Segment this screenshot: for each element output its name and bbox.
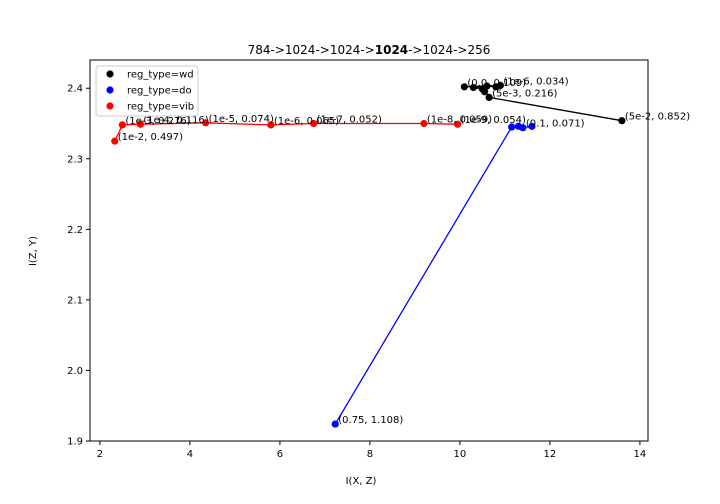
data-point — [483, 82, 491, 90]
point-annotation: (1e-6, 0.034) — [503, 76, 568, 87]
x-tick-label: 14 — [634, 449, 647, 460]
data-point — [460, 83, 468, 91]
legend-box — [95, 65, 199, 117]
data-point — [454, 120, 462, 128]
series-reg-type-wd: (5e-2, 0.852)(5e-3, 0.216)(1e-6, 0.034)(… — [460, 76, 690, 125]
legend-label: reg_type=vib — [127, 102, 194, 113]
x-tick-label: 8 — [367, 449, 373, 460]
chart-title-part: 784->1024->1024-> — [248, 43, 375, 57]
chart-title-part: 1024 — [375, 43, 408, 57]
x-tick-label: 12 — [544, 449, 557, 460]
y-axis: 1.9 2.0 2.1 2.2 2.3 2.4 — [67, 84, 90, 448]
data-point — [528, 122, 536, 130]
data-point — [420, 119, 428, 128]
y-tick-label: 2.3 — [67, 154, 83, 165]
point-annotation: (0.0, 0.109) — [467, 78, 526, 89]
chart-title-part: ->1024->256 — [408, 43, 490, 57]
data-point — [618, 117, 626, 125]
data-point — [111, 137, 119, 145]
y-tick-label: 1.9 — [67, 437, 83, 448]
data-point — [508, 123, 516, 131]
data-point — [118, 121, 126, 129]
point-annotation: (1e-7, 0.052) — [317, 115, 382, 126]
point-annotation: (1e-5, 0.074) — [209, 114, 274, 125]
point-annotation: (5e-3, 0.216) — [492, 88, 557, 99]
legend-label: reg_type=wd — [127, 70, 194, 81]
legend-marker — [106, 102, 114, 110]
point-annotation: (5e-2, 0.852) — [625, 112, 690, 123]
x-tick-label: 6 — [277, 449, 283, 460]
x-tick-label: 4 — [187, 449, 193, 460]
data-point — [136, 120, 144, 128]
point-annotation: (0.1, 0.071) — [526, 119, 585, 130]
plot-content: (5e-2, 0.852)(5e-3, 0.216)(1e-6, 0.034)(… — [111, 76, 690, 428]
y-tick-label: 2.2 — [67, 225, 83, 236]
data-point — [519, 124, 527, 132]
data-point — [267, 121, 275, 129]
legend-marker — [106, 86, 114, 94]
x-axis: 2 4 6 8 10 12 14 — [97, 441, 647, 460]
data-point — [202, 119, 210, 127]
x-tick-label: 10 — [454, 449, 467, 460]
series-reg-type-vib: (1e-2, 0.497)(1e-3, 0.276)(1e-4, 0.116)(… — [111, 114, 526, 145]
series-reg-type-do: (0.75, 1.108) (0.1, 0.071) — [331, 119, 585, 428]
plot-frame — [89, 59, 649, 442]
x-tick-label: 2 — [97, 449, 103, 460]
point-annotation: (1e-8, 0.059) — [427, 115, 492, 126]
x-axis-label: I(X, Z) — [346, 476, 377, 487]
data-point — [485, 93, 493, 101]
point-annotation: (1e-6, 0.065) — [274, 116, 339, 127]
point-annotation: (1e-9, 0.054) — [461, 115, 526, 126]
data-point — [331, 420, 339, 428]
chart-title: 784->1024->1024->1024->1024->256 — [248, 43, 491, 57]
legend-marker — [106, 70, 114, 78]
y-tick-label: 2.1 — [67, 295, 83, 306]
point-annotation: (1e-3, 0.276) — [125, 116, 190, 127]
point-annotation: (1e-2, 0.497) — [118, 132, 183, 143]
data-point — [310, 119, 318, 128]
legend: reg_type=wd reg_type=do reg_type=vib — [95, 65, 199, 117]
y-tick-label: 2.4 — [67, 84, 83, 95]
data-point — [469, 83, 477, 92]
point-annotation: (0.75, 1.108) — [338, 415, 403, 426]
data-point — [496, 81, 504, 89]
legend-label: reg_type=do — [127, 86, 192, 97]
y-axis-label: I(Z, Y) — [28, 236, 39, 266]
point-annotation: (1e-4, 0.116) — [143, 115, 208, 126]
y-tick-label: 2.0 — [67, 366, 83, 377]
